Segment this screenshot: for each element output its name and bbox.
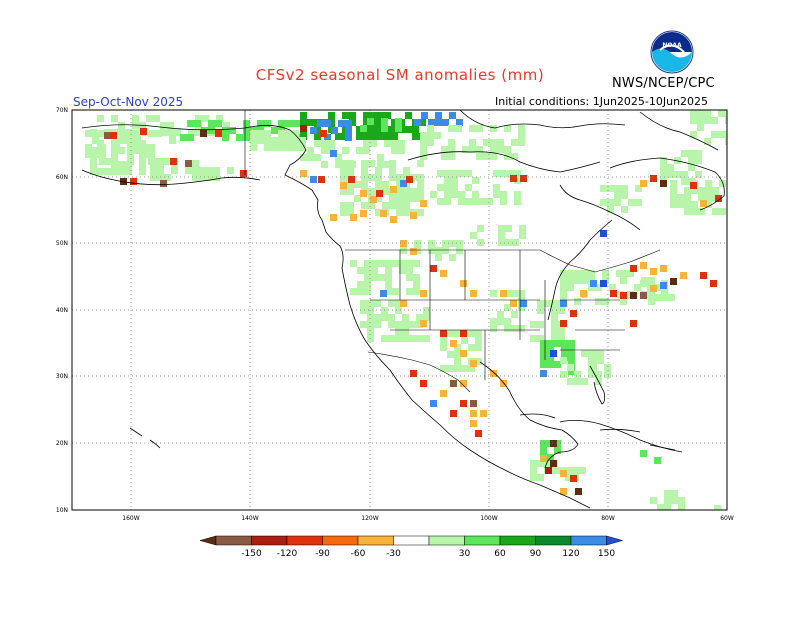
lat-label: 10N [56,507,68,514]
coastlines [81,110,725,509]
colorbar-low-arrow [199,535,217,546]
graticule [72,110,727,510]
lat-label: 30N [56,373,68,380]
colorbar-label: 120 [562,549,579,559]
noaa-logo-icon: NOAA [650,30,694,74]
colorbar-swatch [251,535,288,546]
colorbar-label: -30 [386,549,401,559]
colorbar-label: -60 [351,549,366,559]
colorbar-label: 150 [598,549,615,559]
colorbar-label: 30 [459,549,471,559]
colorbar-high-arrow [606,535,624,546]
lon-label: 80W [601,515,615,522]
colorbar-label: -120 [277,549,298,559]
colorbar-label: -90 [315,549,330,559]
political-borders [244,110,661,393]
colorbar-label: -150 [241,549,262,559]
lon-label: 140W [241,515,258,522]
lon-label: 60W [720,515,734,522]
lat-label: 60N [56,174,68,181]
colorbar-swatch [393,535,430,546]
lat-label: 70N [56,107,68,114]
colorbar-swatch [215,535,252,546]
lon-label: 160W [122,515,139,522]
lon-label: 100W [480,515,497,522]
colorbar-label: 60 [494,549,506,559]
colorbar-swatch [357,535,394,546]
axis-labels: 70N 60N 50N 40N 30N 20N 10N 160W 140W 120W 100W 80W… [56,107,734,522]
agency-label: NWS/NCEP/CPC [612,76,715,91]
svg-text:NOAA: NOAA [662,42,682,49]
colorbar-swatch [286,535,323,546]
lat-label: 20N [56,440,68,447]
map-border [71,109,728,511]
colorbar-swatch [570,535,607,546]
season-label: Sep-Oct-Nov 2025 [73,95,184,109]
lat-label: 40N [56,307,68,314]
anomaly-cells [85,110,727,510]
lat-label: 50N [56,240,68,247]
map-title: CFSv2 seasonal SM anomalies (mm) [255,66,545,84]
colorbar-swatch [535,535,572,546]
initial-conditions-label: Initial conditions: 1Jun2025-10Jun2025 [495,95,709,108]
colorbar-swatch [499,535,536,546]
colorbar-label: 90 [530,549,542,559]
colorbar-swatch [464,535,501,546]
colorbar-swatch [322,535,359,546]
colorbar-swatch [428,535,465,546]
lon-label: 120W [361,515,378,522]
